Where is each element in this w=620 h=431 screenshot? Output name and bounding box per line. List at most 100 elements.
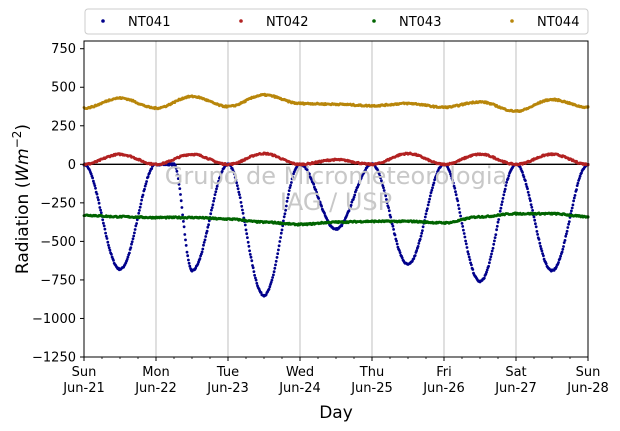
point-NT041 [524,179,527,183]
point-NT041 [426,203,430,207]
point-NT041 [398,251,402,255]
point-NT041 [534,225,538,229]
point-NT041 [503,187,507,191]
point-NT041 [181,213,185,217]
point-NT041 [385,198,388,201]
point-NT041 [529,203,533,207]
point-NT041 [185,250,189,254]
point-NT041 [380,179,383,183]
point-NT041 [468,258,472,261]
point-NT041 [99,211,103,215]
y-tick-label: 500 [51,81,76,96]
point-NT041 [391,224,395,228]
point-NT041 [187,258,190,262]
y-tick-label: 0 [68,158,76,173]
series-NT044 [82,92,590,113]
point-NT041 [377,172,381,176]
point-NT041 [275,256,279,259]
point-NT041 [497,218,501,221]
point-NT041 [252,270,256,273]
point-NT041 [188,264,192,268]
point-NT041 [459,214,462,218]
point-NT041 [383,192,387,195]
point-NT041 [198,257,202,261]
point-NT041 [132,234,136,238]
point-NT041 [204,235,208,238]
point-NT041 [557,261,560,264]
point-NT041 [544,262,548,266]
point-NT041 [561,247,565,251]
point-NT041 [282,215,286,219]
point-NT041 [138,209,141,212]
point-NT041 [277,244,281,248]
point-NT041 [567,220,571,224]
point-NT041 [427,200,431,204]
point-NT041 [92,179,95,183]
point-NT041 [268,285,272,289]
point-NT041 [213,193,217,197]
point-NT041 [207,223,211,227]
point-NT041 [460,222,464,225]
point-NT041 [177,182,181,186]
point-NT041 [429,191,433,195]
point-NT041 [251,266,255,270]
point-NT041 [488,258,492,261]
point-NT041 [501,197,505,200]
point-NT041 [323,211,326,215]
point-NT041 [125,258,129,261]
point-NT041 [133,228,137,231]
point-NT041 [314,188,318,192]
point-NT041 [110,252,113,256]
point-NT041 [243,223,247,227]
point-NT041 [200,252,203,256]
point-NT041 [390,222,394,226]
point-NT041 [182,225,186,229]
point-NT041 [541,252,544,256]
point-NT041 [532,215,536,219]
point-NT041 [538,241,542,245]
point-NT041 [129,246,133,250]
point-NT041 [418,237,422,241]
series-NT043 [82,211,590,227]
x-tick-day-label: Sat [505,365,526,380]
point-NT041 [494,233,498,237]
point-NT041 [432,181,436,185]
point-NT041 [127,251,131,255]
point-NT041 [184,238,187,242]
point-NT041 [102,221,105,225]
point-NT041 [573,194,577,197]
point-NT041 [506,177,510,180]
point-NT041 [534,222,537,226]
point-NT041 [500,200,504,204]
point-NT041 [400,256,404,260]
point-NT041 [559,254,562,258]
point-NT041 [471,268,475,271]
point-NT041 [135,222,139,225]
point-NT041 [282,219,285,223]
y-axis-unit-exp: −2 [10,131,24,149]
point-NT041 [186,254,190,258]
point-NT041 [175,169,179,173]
point-NT041 [563,239,567,242]
point-NT041 [384,194,388,198]
point-NT041 [255,281,259,285]
point-NT041 [433,178,436,182]
point-NT041 [206,225,210,229]
point-NT041 [182,220,185,223]
point-NT041 [571,203,575,207]
point-NT041 [504,184,508,187]
point-NT041 [308,172,311,176]
point-NT041 [254,278,258,282]
point-NT041 [435,172,439,176]
point-NT041 [203,238,207,242]
point-NT041 [133,231,136,235]
point-NT041 [270,278,274,282]
x-tick-date-label: Jun-27 [494,381,537,396]
point-NT041 [249,255,253,259]
point-NT041 [536,233,539,236]
point-NT041 [498,209,502,213]
point-NT041 [462,232,466,235]
point-NT041 [187,261,191,265]
point-NT041 [489,255,493,259]
point-NT041 [210,208,213,212]
